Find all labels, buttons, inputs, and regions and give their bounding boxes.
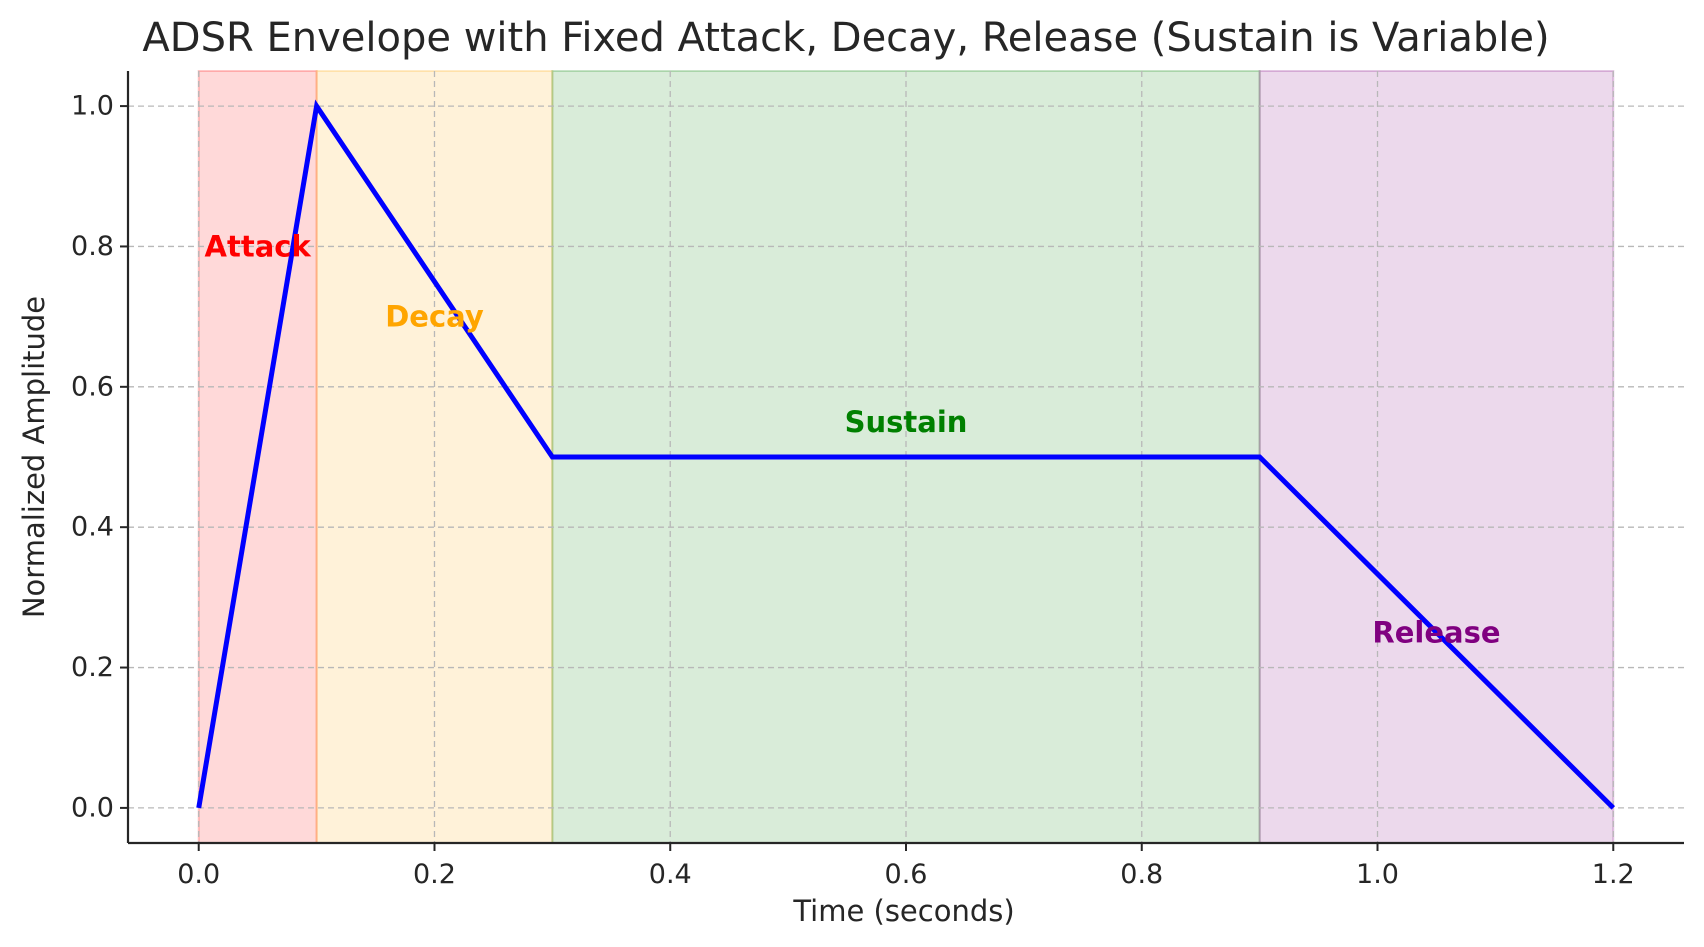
phase-label-sustain: Sustain [845,405,968,439]
envelope-line [196,99,1616,810]
phase-label-attack: Attack [205,229,312,263]
y-tick-label: 0.0 [71,792,114,823]
y-tick-label: 0.8 [71,231,114,262]
x-tick-label: 0.2 [413,859,456,890]
x-tick-label: 1.0 [1356,859,1399,890]
tick-labels: 0.0 0.2 0.4 0.6 0.8 1.0 1.2 0.0 0.2 0.4 0.6 0.8 1.0 [71,91,1635,890]
phase-label-release: Release [1372,615,1500,649]
y-tick-label: 0.6 [71,371,114,402]
x-tick-label: 0.8 [1120,859,1163,890]
y-tick-label: 0.4 [71,512,114,543]
envelope-series [196,99,1616,810]
phase-label-decay: Decay [385,300,484,334]
y-tick-label: 1.0 [71,91,114,122]
region-release [1258,70,1615,844]
x-tick-label: 0.0 [177,859,220,890]
x-tick-label: 1.2 [1592,859,1635,890]
chart-title: ADSR Envelope with Fixed Attack, Decay, … [142,15,1549,61]
y-tick-label: 0.2 [71,652,114,683]
phase-labels: Attack Decay Sustain Release [205,229,1501,649]
x-axis-label: Time (seconds) [792,894,1014,928]
x-tick-label: 0.6 [885,859,928,890]
x-tick-label: 0.4 [649,859,692,890]
y-axis-label: Normalized Amplitude [17,296,51,618]
